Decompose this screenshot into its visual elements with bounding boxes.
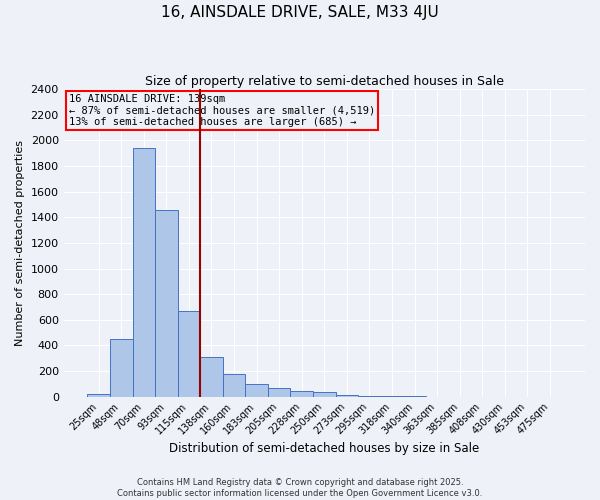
Bar bbox=[313, 392, 335, 396]
Text: Contains HM Land Registry data © Crown copyright and database right 2025.
Contai: Contains HM Land Registry data © Crown c… bbox=[118, 478, 482, 498]
Bar bbox=[223, 374, 245, 396]
X-axis label: Distribution of semi-detached houses by size in Sale: Distribution of semi-detached houses by … bbox=[169, 442, 479, 455]
Title: Size of property relative to semi-detached houses in Sale: Size of property relative to semi-detach… bbox=[145, 75, 504, 88]
Bar bbox=[133, 148, 155, 396]
Bar bbox=[245, 384, 268, 396]
Bar bbox=[290, 391, 313, 396]
Text: 16, AINSDALE DRIVE, SALE, M33 4JU: 16, AINSDALE DRIVE, SALE, M33 4JU bbox=[161, 5, 439, 20]
Bar bbox=[155, 210, 178, 396]
Bar bbox=[110, 339, 133, 396]
Bar bbox=[200, 357, 223, 397]
Y-axis label: Number of semi-detached properties: Number of semi-detached properties bbox=[15, 140, 25, 346]
Bar bbox=[335, 394, 358, 396]
Bar bbox=[178, 311, 200, 396]
Text: 16 AINSDALE DRIVE: 139sqm
← 87% of semi-detached houses are smaller (4,519)
13% : 16 AINSDALE DRIVE: 139sqm ← 87% of semi-… bbox=[69, 94, 375, 127]
Bar bbox=[88, 394, 110, 396]
Bar bbox=[268, 388, 290, 396]
